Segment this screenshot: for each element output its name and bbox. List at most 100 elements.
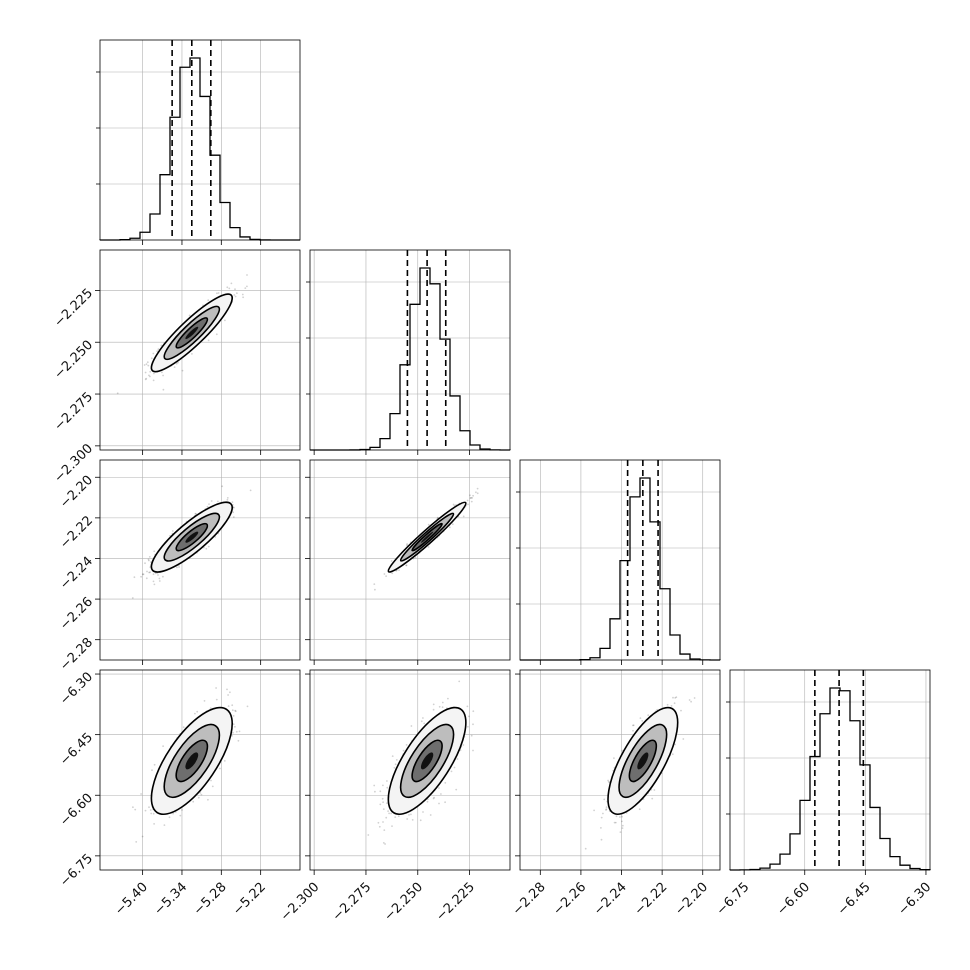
scatter-point (397, 815, 400, 818)
scatter-point (231, 704, 234, 707)
scatter-point (148, 806, 150, 809)
scatter-point (145, 577, 148, 580)
x-tick-label: −5.40 (112, 880, 151, 919)
scatter-point (231, 501, 234, 503)
scatter-point (157, 574, 159, 576)
scatter-point (147, 364, 150, 367)
panel-frame (519, 669, 721, 871)
scatter-point (162, 388, 165, 391)
scatter-point (207, 545, 210, 548)
scatter-point (147, 558, 150, 561)
scatter-point (429, 814, 432, 816)
scatter-point (672, 696, 674, 699)
scatter-point (207, 798, 209, 801)
scatter-point (670, 705, 673, 707)
scatter-point (441, 701, 444, 704)
scatter-point (613, 757, 615, 759)
x-tick-label: −2.20 (672, 880, 711, 919)
scatter-point (151, 769, 153, 772)
scatter-point (149, 370, 152, 373)
panel-frame (99, 39, 301, 241)
panel-3-2 (515, 669, 721, 875)
scatter-point (462, 515, 465, 518)
scatter-point (182, 726, 185, 729)
scatter-point (469, 494, 471, 497)
scatter-point (246, 285, 248, 288)
panel-frame (309, 459, 511, 661)
scatter-point (605, 806, 608, 808)
x-tick-label: −2.225 (433, 880, 478, 925)
scatter-point (195, 513, 197, 515)
scatter-point (171, 530, 174, 532)
scatter-point (226, 688, 228, 691)
scatter-point (215, 698, 218, 701)
scatter-point (693, 697, 696, 699)
scatter-point (438, 802, 440, 805)
scatter-point (402, 749, 405, 752)
panel-frame (99, 669, 301, 871)
scatter-point (148, 374, 150, 377)
scatter-point (210, 500, 213, 502)
scatter-point (178, 566, 181, 568)
scatter-point (206, 505, 209, 508)
scatter-point (191, 353, 193, 355)
panel-3-3 (726, 669, 931, 875)
panel-frame (99, 249, 301, 451)
scatter-point (168, 816, 171, 819)
scatter-point (233, 506, 235, 509)
scatter-point (386, 802, 388, 805)
y-tick-label: −2.275 (51, 389, 96, 434)
scatter-point (209, 707, 212, 709)
scatter-point (215, 333, 218, 336)
scatter-point (621, 824, 624, 827)
scatter-point (466, 499, 469, 502)
scatter-point (621, 827, 624, 829)
scatter-point (233, 294, 236, 296)
scatter-point (149, 571, 152, 574)
scatter-point (432, 703, 435, 706)
scatter-point (433, 796, 435, 799)
scatter-point (153, 583, 156, 586)
scatter-point (467, 725, 469, 728)
scatter-point (232, 731, 234, 734)
scatter-point (688, 699, 691, 701)
scatter-point (600, 827, 602, 829)
scatter-point (405, 564, 408, 567)
scatter-point (427, 546, 430, 548)
scatter-point (451, 523, 454, 526)
scatter-point (146, 570, 148, 573)
scatter-point (196, 710, 199, 713)
scatter-point (232, 723, 235, 726)
scatter-point (406, 544, 408, 547)
scatter-point (470, 496, 472, 499)
x-tick-label: −2.22 (632, 880, 671, 919)
scatter-point (390, 812, 392, 815)
scatter-point (632, 724, 634, 727)
scatter-point (203, 700, 206, 702)
scatter-point (462, 744, 465, 746)
scatter-point (422, 717, 424, 719)
y-tick-label: −6.30 (57, 669, 96, 708)
scatter-point (666, 703, 669, 706)
scatter-point (232, 715, 235, 717)
scatter-point (217, 500, 219, 503)
scatter-point (386, 786, 389, 789)
scatter-point (249, 489, 252, 492)
scatter-point (382, 801, 384, 804)
scatter-point (144, 378, 147, 381)
panel-1-0 (95, 249, 301, 455)
scatter-point (671, 753, 674, 756)
scatter-point (192, 800, 195, 803)
histogram-0 (99, 57, 300, 241)
scatter-point (641, 720, 644, 722)
y-tick-label: −2.24 (57, 554, 96, 593)
scatter-point (621, 815, 623, 818)
scatter-point (405, 744, 408, 746)
scatter-point (161, 371, 163, 374)
scatter-point (231, 735, 233, 737)
scatter-point (391, 825, 393, 827)
scatter-point (140, 575, 143, 578)
y-tick-label: −2.26 (57, 595, 96, 634)
scatter-point (152, 573, 155, 576)
scatter-point (197, 796, 200, 799)
